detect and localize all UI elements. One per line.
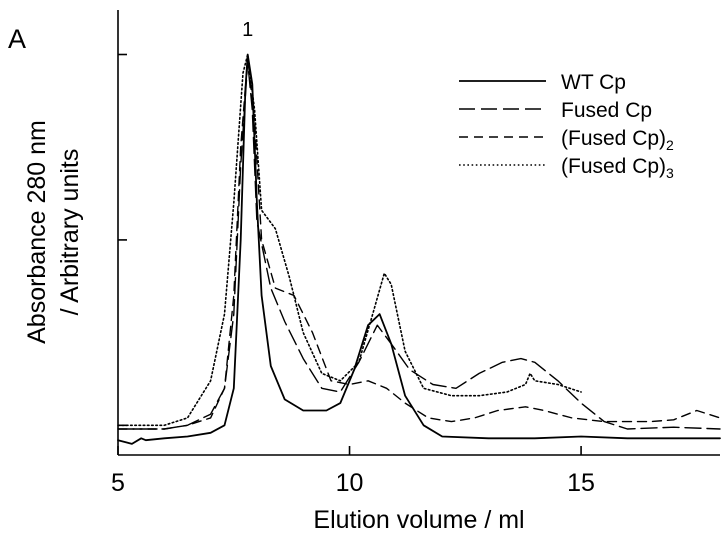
series-line-1 — [117, 53, 721, 445]
axes: 5 10 15 — [111, 10, 720, 497]
annotations: 1 — [242, 19, 253, 41]
x-ticks: 5 10 15 — [111, 446, 595, 497]
panel-label: A — [8, 24, 26, 54]
peak-annotation-1: 1 — [242, 19, 253, 41]
y-axis-label-line2: / Arbitrary units — [56, 149, 84, 316]
y-axis-label-line1: Absorbance 280 nm — [23, 120, 51, 344]
x-tick-label-5: 5 — [111, 469, 125, 497]
legend-label-4: (Fused Cp)3 — [561, 155, 674, 181]
plot-lines — [117, 53, 721, 445]
legend-label-1: WT Cp — [561, 71, 626, 94]
x-tick-label-15: 15 — [567, 469, 595, 497]
series-line-4 — [117, 53, 582, 427]
series-line-3 — [117, 57, 721, 430]
legend-label-2: Fused Cp — [561, 99, 652, 122]
x-axis-label: Elution volume / ml — [313, 506, 524, 534]
x-tick-label-10: 10 — [336, 469, 364, 497]
legend-label-3: (Fused Cp)2 — [561, 127, 674, 153]
legend: WT Cp Fused Cp (Fused Cp)2(Fused Cp)3 — [459, 71, 674, 181]
y-ticks — [118, 53, 127, 427]
